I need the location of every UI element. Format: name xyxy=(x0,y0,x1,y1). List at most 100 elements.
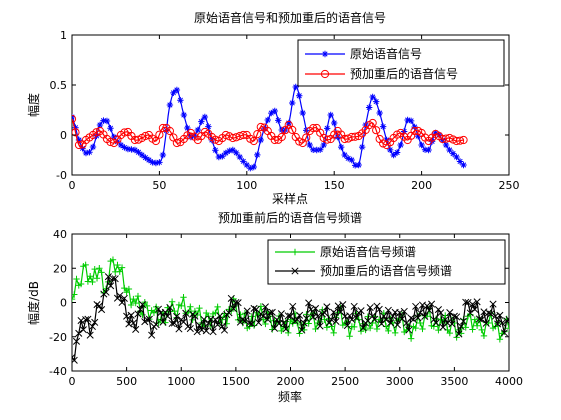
chart-1-series-1-point xyxy=(156,159,163,166)
chart-2-series-2-point xyxy=(311,304,320,312)
chart-2-series-2-point xyxy=(234,299,242,307)
chart-2-series-1-point xyxy=(480,332,488,340)
chart-2-series-2-point xyxy=(432,319,440,327)
chart-2-series-2-point xyxy=(423,302,431,310)
chart-1-xtick-label: 0 xyxy=(69,179,76,192)
chart-2-series-2-point xyxy=(325,319,333,327)
chart-1-series-1-point xyxy=(432,129,439,137)
chart-1-xtick-label: 150 xyxy=(324,179,345,192)
chart-1-xtick-label: 200 xyxy=(411,179,432,192)
chart-2-series-2-point xyxy=(273,316,281,324)
chart-2-series-1-point xyxy=(82,261,89,269)
chart-1-series-1-point xyxy=(264,116,271,124)
chart-2-series-2-point xyxy=(164,312,172,320)
chart-2-series-1-point xyxy=(118,264,126,271)
chart-2-series-2-point xyxy=(159,318,167,326)
chart-1-series-1-point xyxy=(135,149,142,156)
chart-1-series-2-point xyxy=(92,128,101,137)
chart-2-series-2-point xyxy=(216,312,224,320)
chart-2-series-2-point xyxy=(416,309,424,317)
chart-2-series-1-point xyxy=(168,298,176,305)
chart-2-series-2-point xyxy=(446,308,454,317)
chart-1-series-1-point xyxy=(285,119,292,127)
chart-2-series-1-point xyxy=(180,294,187,301)
chart-1-series-1-point xyxy=(72,124,79,131)
chart-2-series-2-point xyxy=(111,275,119,283)
chart-1-series-1-point xyxy=(240,158,247,165)
chart-1-series-1-point xyxy=(177,96,184,104)
chart-2-series-1-point xyxy=(72,291,78,298)
chart-1-series-1-point xyxy=(460,161,467,169)
chart-1-series-1-point xyxy=(170,89,177,97)
chart-1-ytick-label: 1 xyxy=(60,29,67,42)
chart-1-ylabel: 幅度 xyxy=(26,93,41,117)
chart-1-series-1-point xyxy=(247,164,254,172)
chart-2-title: 预加重前后的语音信号频谱 xyxy=(218,210,362,225)
legend-2-marker-2-shape xyxy=(291,267,299,275)
chart-2-series-1-point xyxy=(132,299,139,307)
chart-2-series-2-point xyxy=(264,315,272,323)
chart-2-series-2-point xyxy=(482,319,490,327)
chart-2-series-2-point xyxy=(414,314,422,322)
chart-1-series-2-point xyxy=(455,136,465,145)
chart-2-series-1-point xyxy=(121,284,128,292)
chart-2-series-1-point xyxy=(328,323,335,330)
chart-2-series-1-point xyxy=(462,324,469,331)
chart-1-series-1-point xyxy=(446,146,453,154)
chart-1-series-1-point xyxy=(320,141,327,149)
chart-1-series-1-point xyxy=(75,136,83,144)
chart-2-series-2-point xyxy=(193,328,201,336)
chart-1-series-1-point xyxy=(351,162,359,169)
chart-2-series-2-point xyxy=(409,316,417,324)
chart-1-clipped-series xyxy=(72,83,468,172)
chart-1-series-1-point xyxy=(229,146,237,154)
chart-1-series-1-point xyxy=(369,93,376,101)
chart-2-series-2-point xyxy=(489,300,497,308)
legend-1-marker-1-shape xyxy=(321,50,329,58)
chart-1-series-1-point xyxy=(131,146,139,154)
chart-2-series-1-point xyxy=(346,333,353,340)
legend-1-label-2: 预加重后的语音信号 xyxy=(350,66,458,81)
chart-1-series-2-point xyxy=(323,135,332,144)
chart-1-series-1-point xyxy=(348,156,355,164)
chart-2-series-2-point xyxy=(380,312,388,320)
chart-2-series-2-point xyxy=(393,321,402,329)
chart-2-series-1-point xyxy=(116,268,123,275)
chart-2-series-2-point xyxy=(453,313,461,321)
chart-2-series-1-point xyxy=(478,326,485,334)
chart-2-series-2-point xyxy=(457,322,465,331)
chart-2-series-2-point xyxy=(132,325,140,333)
chart-2-series-1-point xyxy=(139,311,146,319)
chart-2-series-2-point xyxy=(357,307,365,315)
chart-2-series-2-point xyxy=(239,316,247,324)
chart-1-series-1-point xyxy=(344,155,352,162)
chart-1-series-1-point xyxy=(383,136,390,144)
chart-1-series-1-point xyxy=(397,141,404,149)
chart-2-ylabel: 幅度/dB xyxy=(26,281,41,325)
chart-2-series-1-point xyxy=(130,295,137,303)
chart-1-series-2-point xyxy=(141,131,150,141)
chart-2-series-2-point xyxy=(298,326,306,334)
chart-2-series-2-point xyxy=(200,315,208,323)
chart-2-series-2-point xyxy=(168,319,176,328)
chart-1-series-1-point xyxy=(456,158,464,165)
chart-2-series-1-point xyxy=(96,265,103,272)
chart-2-series-1-point xyxy=(419,325,426,333)
chart-1-series-1-point xyxy=(275,117,282,124)
chart-2-series-1-point xyxy=(505,324,509,332)
chart-1-ytick-label: 0 xyxy=(60,129,67,142)
chart-2-series-2-point xyxy=(202,327,210,335)
chart-1-series-group xyxy=(72,83,468,172)
chart-2-series-2-point xyxy=(138,301,147,309)
chart-1-series-1-point xyxy=(110,133,118,141)
chart-2-series-1-point xyxy=(248,313,255,320)
chart-1-series-1-point xyxy=(166,101,174,109)
chart-1-series-1-point xyxy=(393,149,401,156)
chart-2-ticks: 0 500 1000 1500 2000 2500 3000 3500 4000 -40 -20 0 2… xyxy=(49,228,523,388)
chart-2-series-2-point xyxy=(405,326,413,334)
chart-1-series-1-point xyxy=(180,111,188,119)
chart-2-series-2-point xyxy=(186,324,194,333)
chart-2-series-2-point xyxy=(384,306,392,314)
chart-2-series-1-point xyxy=(391,329,399,337)
chart-1-series-1-point xyxy=(299,109,306,117)
